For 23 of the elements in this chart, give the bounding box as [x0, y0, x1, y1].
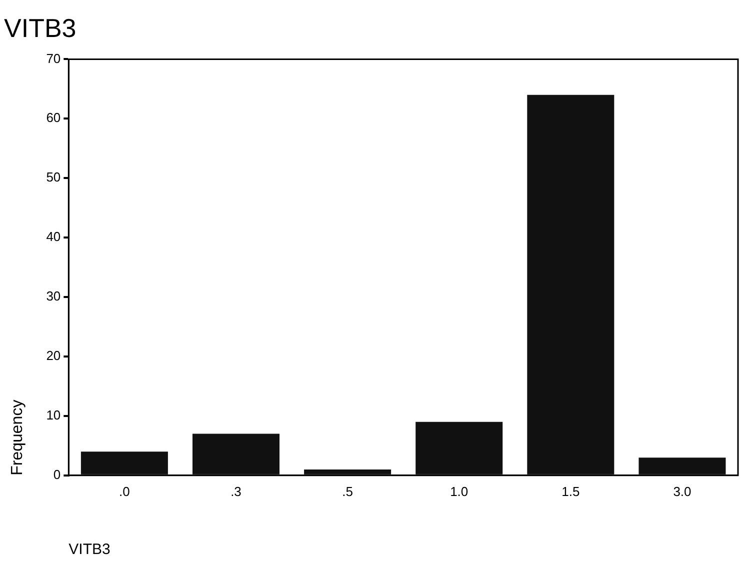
bar: [80, 452, 168, 474]
x-tick-label: 3.0: [673, 484, 692, 499]
y-tick-label: 60: [46, 110, 61, 126]
y-tick-label: 30: [46, 288, 61, 304]
x-tick-label: .3: [230, 484, 242, 499]
bar: [192, 434, 280, 474]
y-tick-label: 50: [46, 170, 61, 185]
bar: [527, 94, 614, 474]
x-axis-title: VITB3: [68, 541, 110, 558]
chart-title: VITB3: [4, 12, 76, 43]
x-tick-label: .0: [119, 484, 130, 499]
bar: [416, 422, 503, 474]
y-tick-label: 0: [53, 466, 61, 482]
x-tick-label: 1.0: [450, 484, 468, 499]
bar: [638, 458, 726, 474]
y-tick-label: 20: [46, 348, 61, 364]
y-tick-label: 10: [46, 408, 61, 423]
y-tick-label: 70: [46, 50, 61, 66]
y-axis-title: Frequency: [9, 400, 26, 476]
x-tick-label: 1.5: [562, 484, 580, 499]
bar: [304, 469, 392, 474]
x-tick-label: .5: [342, 484, 353, 499]
y-tick-label: 40: [46, 229, 61, 244]
